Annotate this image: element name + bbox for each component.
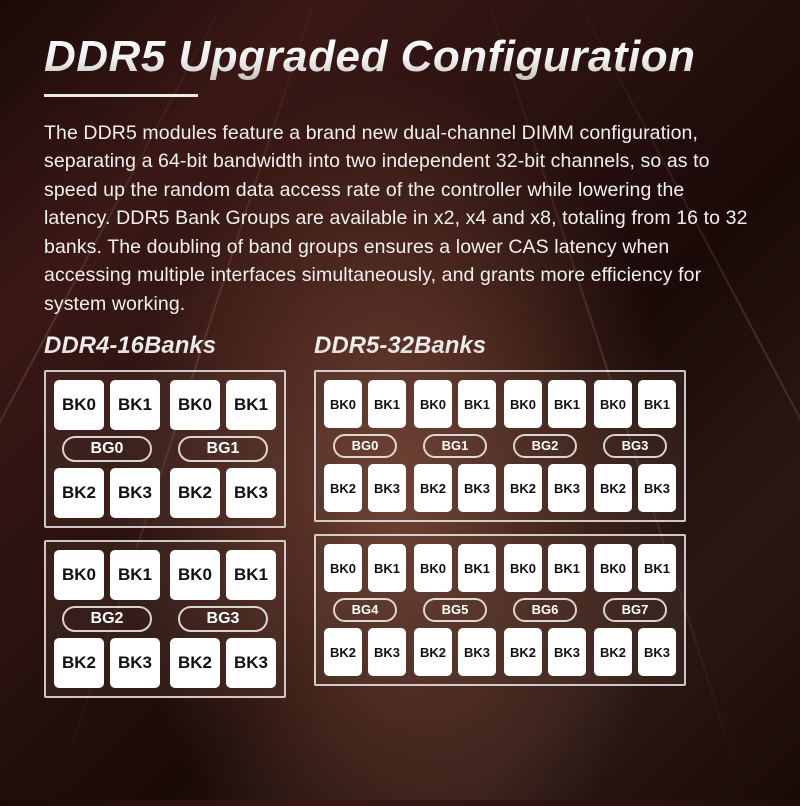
ddr5-panel-1: BK0BK1 BG4 BK2BK3 BK0BK1 BG5 BK2BK3 BK0B… <box>314 534 686 686</box>
bank-cell: BK3 <box>368 628 406 676</box>
bank-group: BK0BK1 BG1 BK2BK3 <box>414 380 496 512</box>
ddr4-panel-0: BK0BK1 BG0 BK2BK3 BK0BK1 BG1 BK2BK3 <box>44 370 286 528</box>
bank-cell: BK0 <box>414 380 452 428</box>
bank-cell: BK0 <box>324 544 362 592</box>
bank-cell: BK1 <box>458 544 496 592</box>
bank-cell: BK3 <box>110 638 160 688</box>
bank-group: BK0BK1 BG3 BK2BK3 <box>594 380 676 512</box>
bank-cell: BK1 <box>548 380 586 428</box>
content-wrapper: DDR5 Upgraded Configuration The DDR5 mod… <box>0 0 800 698</box>
bank-cell: BK0 <box>594 380 632 428</box>
bank-group: BK0BK1 BG5 BK2BK3 <box>414 544 496 676</box>
bank-group-label: BG2 <box>513 434 577 458</box>
bank-group-label: BG3 <box>603 434 667 458</box>
bank-group: BK0BK1 BG3 BK2BK3 <box>170 550 276 688</box>
bank-cell: BK1 <box>226 380 276 430</box>
bank-group-label: BG1 <box>423 434 487 458</box>
bank-cell: BK0 <box>504 544 542 592</box>
bank-cell: BK0 <box>170 380 220 430</box>
title-underline <box>44 94 198 97</box>
bank-diagram-row: DDR4-16Banks BK0BK1 BG0 BK2BK3 BK0BK1 BG… <box>44 332 756 698</box>
bank-cell: BK2 <box>504 628 542 676</box>
bank-cell: BK1 <box>638 544 676 592</box>
ddr5-column: DDR5-32Banks BK0BK1 BG0 BK2BK3 BK0BK1 BG… <box>314 332 686 686</box>
bank-cell: BK0 <box>414 544 452 592</box>
bank-cell: BK2 <box>54 468 104 518</box>
bank-cell: BK2 <box>324 464 362 512</box>
bank-cell: BK1 <box>226 550 276 600</box>
bank-cell: BK1 <box>110 380 160 430</box>
bank-group-label: BG4 <box>333 598 397 622</box>
bank-cell: BK2 <box>414 464 452 512</box>
ddr5-panels: BK0BK1 BG0 BK2BK3 BK0BK1 BG1 BK2BK3 BK0B… <box>314 370 686 686</box>
page-title: DDR5 Upgraded Configuration <box>44 32 756 82</box>
bank-cell: BK3 <box>458 464 496 512</box>
bank-group-label: BG3 <box>178 606 268 632</box>
ddr5-subtitle: DDR5-32Banks <box>314 332 686 360</box>
bank-cell: BK2 <box>504 464 542 512</box>
bank-group-label: BG5 <box>423 598 487 622</box>
bank-cell: BK2 <box>324 628 362 676</box>
bank-cell: BK1 <box>548 544 586 592</box>
bank-cell: BK1 <box>458 380 496 428</box>
bank-group-label: BG6 <box>513 598 577 622</box>
bank-group: BK0BK1 BG2 BK2BK3 <box>54 550 160 688</box>
bank-cell: BK1 <box>638 380 676 428</box>
bank-cell: BK1 <box>110 550 160 600</box>
bank-group: BK0BK1 BG2 BK2BK3 <box>504 380 586 512</box>
bank-cell: BK0 <box>324 380 362 428</box>
bank-cell: BK0 <box>170 550 220 600</box>
bank-group-label: BG0 <box>62 436 152 462</box>
body-paragraph: The DDR5 modules feature a brand new dua… <box>44 119 756 318</box>
ddr4-panel-1: BK0BK1 BG2 BK2BK3 BK0BK1 BG3 BK2BK3 <box>44 540 286 698</box>
bank-cell: BK2 <box>594 628 632 676</box>
ddr5-panel-0: BK0BK1 BG0 BK2BK3 BK0BK1 BG1 BK2BK3 BK0B… <box>314 370 686 522</box>
bank-group: BK0BK1 BG1 BK2BK3 <box>170 380 276 518</box>
bank-cell: BK3 <box>638 464 676 512</box>
bank-cell: BK2 <box>170 468 220 518</box>
bank-cell: BK0 <box>594 544 632 592</box>
bank-cell: BK3 <box>368 464 406 512</box>
bank-cell: BK2 <box>594 464 632 512</box>
bank-cell: BK3 <box>548 464 586 512</box>
bank-group-label: BG0 <box>333 434 397 458</box>
bank-cell: BK2 <box>414 628 452 676</box>
bank-cell: BK3 <box>548 628 586 676</box>
bank-cell: BK3 <box>638 628 676 676</box>
ddr4-panels: BK0BK1 BG0 BK2BK3 BK0BK1 BG1 BK2BK3 BK0B… <box>44 370 286 698</box>
bank-cell: BK0 <box>54 380 104 430</box>
bank-cell: BK3 <box>110 468 160 518</box>
bank-group-label: BG2 <box>62 606 152 632</box>
ddr4-column: DDR4-16Banks BK0BK1 BG0 BK2BK3 BK0BK1 BG… <box>44 332 286 698</box>
bank-cell: BK3 <box>226 638 276 688</box>
bank-cell: BK0 <box>504 380 542 428</box>
bank-group: BK0BK1 BG4 BK2BK3 <box>324 544 406 676</box>
ddr4-subtitle: DDR4-16Banks <box>44 332 286 360</box>
bank-cell: BK3 <box>226 468 276 518</box>
bank-cell: BK0 <box>54 550 104 600</box>
bank-cell: BK3 <box>458 628 496 676</box>
bank-cell: BK2 <box>170 638 220 688</box>
bank-group: BK0BK1 BG0 BK2BK3 <box>54 380 160 518</box>
bank-group-label: BG7 <box>603 598 667 622</box>
bank-cell: BK1 <box>368 380 406 428</box>
bank-group: BK0BK1 BG6 BK2BK3 <box>504 544 586 676</box>
bank-group: BK0BK1 BG7 BK2BK3 <box>594 544 676 676</box>
bank-group: BK0BK1 BG0 BK2BK3 <box>324 380 406 512</box>
bank-group-label: BG1 <box>178 436 268 462</box>
bank-cell: BK2 <box>54 638 104 688</box>
bank-cell: BK1 <box>368 544 406 592</box>
